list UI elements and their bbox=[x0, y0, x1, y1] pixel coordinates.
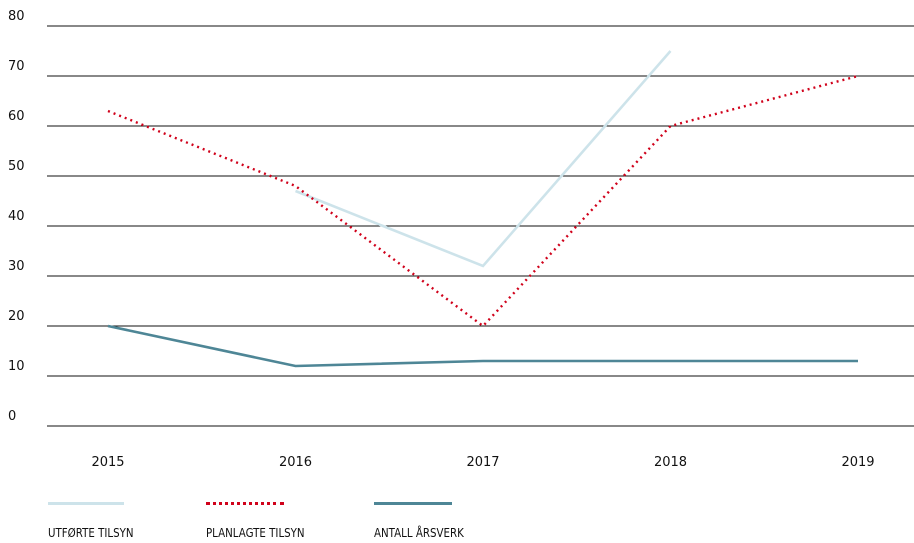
gridlines bbox=[47, 25, 914, 427]
line-chart: 0 10 20 30 40 50 60 70 80 2015 2016 2017 2018 2019 bbox=[8, 9, 914, 470]
x-tick-label: 2016 bbox=[279, 455, 312, 470]
series-line-0 bbox=[295, 50, 672, 268]
legend-swatch-planlagte bbox=[206, 502, 284, 505]
y-tick-label: 20 bbox=[8, 309, 25, 324]
legend-label-utforte: UTFØRTE TILSYN bbox=[48, 525, 134, 540]
series-lines bbox=[107, 50, 859, 368]
x-axis-ticks: 2015 2016 2017 2018 2019 bbox=[91, 455, 874, 470]
y-tick-label: 50 bbox=[8, 159, 25, 174]
y-axis-ticks: 0 10 20 30 40 50 60 70 80 bbox=[8, 9, 25, 424]
legend-swatch-utforte bbox=[48, 502, 124, 505]
series-line-1 bbox=[107, 74, 859, 328]
y-tick-label: 60 bbox=[8, 109, 25, 124]
legend-label-arsverk: ANTALL ÅRSVERK bbox=[374, 525, 464, 540]
legend-label-planlagte: PLANLAGTE TILSYN bbox=[206, 525, 305, 540]
y-tick-label: 0 bbox=[8, 409, 16, 424]
series-line-2 bbox=[107, 324, 858, 368]
x-tick-label: 2018 bbox=[654, 455, 687, 470]
x-tick-label: 2015 bbox=[91, 455, 124, 470]
y-tick-label: 70 bbox=[8, 59, 25, 74]
y-tick-label: 30 bbox=[8, 259, 25, 274]
y-tick-label: 80 bbox=[8, 9, 25, 24]
legend: UTFØRTE TILSYN PLANLAGTE TILSYN ANTALL Å… bbox=[0, 490, 914, 543]
legend-swatch-arsverk bbox=[374, 502, 452, 505]
x-tick-label: 2017 bbox=[466, 455, 499, 470]
y-tick-label: 40 bbox=[8, 209, 25, 224]
y-tick-label: 10 bbox=[8, 359, 25, 374]
x-tick-label: 2019 bbox=[841, 455, 874, 470]
